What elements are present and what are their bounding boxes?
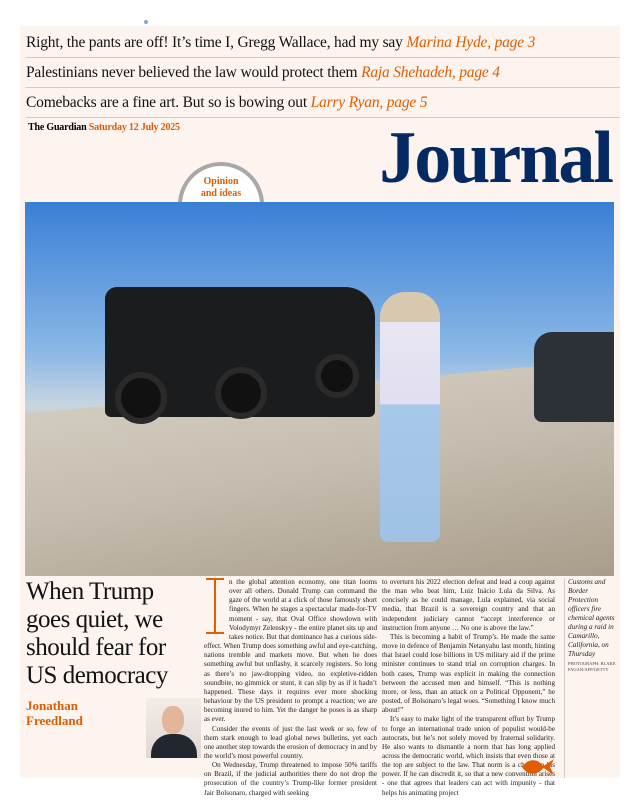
- author-byline: Jonathan Freedland: [26, 698, 83, 728]
- woman-figure: [380, 292, 440, 542]
- continue-arrow-icon: [522, 759, 554, 775]
- teaser-byline: Marina Hyde, page 3: [406, 34, 536, 51]
- paper-name: The Guardian: [28, 122, 87, 133]
- headline-column: When Trump goes quiet, we should fear fo…: [26, 578, 201, 758]
- author-photo: [146, 698, 201, 758]
- author-last: Freedland: [26, 713, 83, 728]
- car: [534, 332, 614, 422]
- teaser-3[interactable]: Comebacks are a fine art. But so is bowi…: [26, 88, 620, 118]
- author-row: Jonathan Freedland: [26, 698, 201, 758]
- section-title: Journal: [379, 117, 614, 199]
- paragraph: It’s easy to make light of the transpare…: [382, 715, 555, 797]
- caption-text: Customs and Border Protection officers f…: [568, 578, 615, 658]
- drop-cap: [204, 578, 226, 636]
- badge-line: Opinion: [203, 176, 239, 187]
- wheel: [215, 367, 267, 419]
- badge-line: and ideas: [200, 188, 242, 199]
- teaser-text: Comebacks are a fine art. But so is bowi…: [26, 94, 307, 111]
- marker-dot: [144, 20, 148, 24]
- newspaper-page: Right, the pants are off! It’s time I, G…: [20, 26, 620, 797]
- photo-credit: PHOTOGRAPH: BLAKE FAGAN/AFP/GETTY: [568, 661, 616, 672]
- photo-caption: Customs and Border Protection officers f…: [564, 578, 618, 778]
- body-column-2: to overturn his 2022 election defeat and…: [382, 578, 555, 798]
- teaser-byline: Raja Shehadeh, page 4: [361, 64, 500, 81]
- teaser-text: Right, the pants are off! It’s time I, G…: [26, 34, 403, 51]
- lead-photo: [25, 202, 614, 576]
- teaser-text: Palestinians never believed the law woul…: [26, 64, 358, 81]
- teaser-1[interactable]: Right, the pants are off! It’s time I, G…: [26, 28, 620, 58]
- paragraph: to overturn his 2022 election defeat and…: [382, 578, 555, 632]
- teaser-2[interactable]: Palestinians never believed the law woul…: [26, 58, 620, 88]
- paragraph: This is becoming a habit of Trump’s. He …: [382, 632, 555, 715]
- paragraph: n the global attention economy, one tita…: [204, 578, 377, 724]
- paragraph: Consider the events of just the last wee…: [204, 724, 377, 760]
- author-first: Jonathan: [26, 698, 79, 713]
- body-column-1: n the global attention economy, one tita…: [204, 578, 377, 798]
- paragraph: On Wednesday, Trump threatened to impose…: [204, 761, 377, 797]
- teaser-byline: Larry Ryan, page 5: [310, 94, 428, 111]
- wheel: [315, 354, 359, 398]
- masthead-line: The Guardian Saturday 12 July 2025: [28, 122, 180, 133]
- article-headline[interactable]: When Trump goes quiet, we should fear fo…: [26, 578, 168, 689]
- wheel: [115, 372, 167, 424]
- issue-date: Saturday 12 July 2025: [88, 122, 180, 133]
